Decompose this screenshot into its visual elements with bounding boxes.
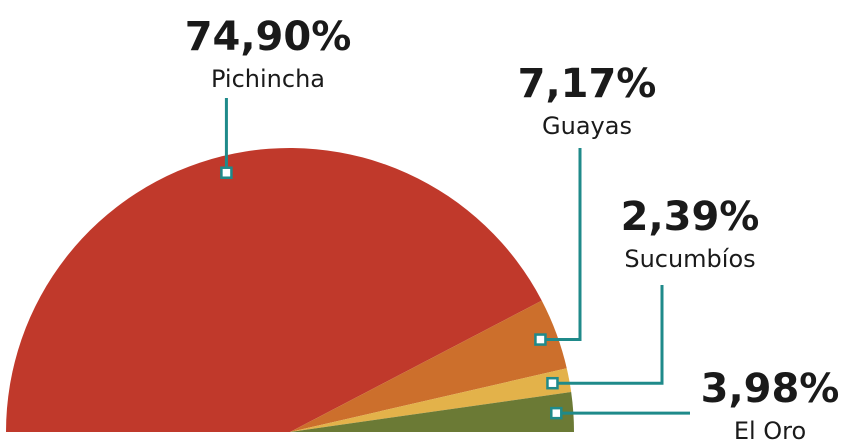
category-label: El Oro <box>734 417 806 444</box>
pie-slice <box>6 147 542 433</box>
leader-line <box>552 285 664 385</box>
value-label: 74,90% <box>185 14 352 60</box>
pie-slice <box>290 368 572 432</box>
value-label: 7,17% <box>518 61 657 107</box>
category-label: Sucumbíos <box>624 245 755 273</box>
leader-marker <box>220 166 233 179</box>
leader-marker <box>546 376 559 390</box>
category-label: Pichincha <box>211 65 325 93</box>
pie-slice <box>290 300 567 432</box>
value-label: 3,98% <box>701 366 840 412</box>
leader-line <box>540 148 582 342</box>
category-label: Guayas <box>542 112 632 140</box>
value-label: 2,39% <box>621 194 760 240</box>
leader-marker <box>534 333 547 346</box>
leader-marker <box>550 406 563 420</box>
pie-slice <box>290 391 574 432</box>
